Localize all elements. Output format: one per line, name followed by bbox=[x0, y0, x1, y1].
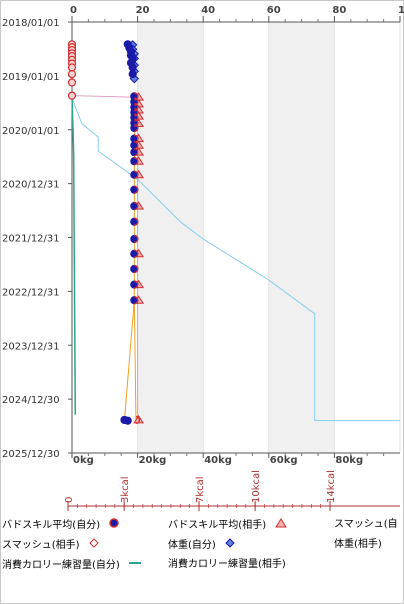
circle-red-icon bbox=[109, 518, 120, 533]
skill-self-point bbox=[134, 201, 139, 211]
skill-self-point bbox=[67, 78, 77, 87]
diamond-blue-icon bbox=[225, 538, 235, 553]
calorie-tick-label: 10kcal bbox=[251, 470, 262, 503]
y-tick-label: 2024/12/30 bbox=[2, 395, 60, 406]
skill-self-point bbox=[67, 91, 77, 100]
legend-label: 消費カロリー練習量(自分) bbox=[2, 559, 120, 571]
series-marks bbox=[67, 40, 145, 425]
skill-self-point bbox=[134, 249, 139, 258]
top-tick-label: 60 bbox=[267, 5, 281, 16]
y-tick-label: 2022/12/31 bbox=[2, 287, 60, 298]
skill-self-point bbox=[134, 148, 139, 157]
legend-item-calorie-opp: 消費カロリー練習量(相手) bbox=[168, 558, 286, 572]
legend-label: スマッシュ(相手) bbox=[2, 539, 80, 551]
bottom-tick-label: 80kg bbox=[335, 455, 363, 466]
calorie-axis: 0 3kcal 7kcal 10kcal 14kcal bbox=[64, 470, 400, 511]
legend-label: スマッシュ(自 bbox=[334, 519, 398, 530]
triangle-red-icon bbox=[275, 518, 288, 533]
diamond-open-red-icon bbox=[88, 538, 99, 553]
bottom-tick-label: 40kg bbox=[204, 455, 232, 466]
skill-opp-point bbox=[123, 416, 132, 425]
y-tick-label: 2023/12/31 bbox=[2, 341, 60, 352]
y-tick-label: 2019/01/01 bbox=[2, 72, 60, 83]
skill-self-point bbox=[135, 415, 141, 425]
skill-self-point bbox=[134, 97, 139, 106]
skill-opp-point bbox=[128, 70, 137, 79]
bottom-tick-label: 20kg bbox=[139, 455, 167, 466]
skill-self-point bbox=[134, 92, 139, 101]
skill-self-point bbox=[134, 123, 139, 133]
transition-line bbox=[71, 95, 135, 98]
bottom-tick-label: 0kg bbox=[73, 455, 94, 466]
y-tick-label: 2025/12/30 bbox=[2, 449, 60, 460]
y-tick-label: 2021/12/31 bbox=[2, 234, 60, 245]
legend-item-calorie-self: 消費カロリー練習量(自分) bbox=[2, 558, 141, 572]
skill-self-point bbox=[134, 217, 139, 226]
skill-self-point bbox=[67, 70, 77, 79]
legend-label: 体重(自分) bbox=[168, 539, 216, 551]
top-tick-label: 80 bbox=[332, 5, 346, 16]
legend-item-skill-opp: バドスキル平均(相手) bbox=[168, 518, 288, 533]
top-tick-label: 20 bbox=[136, 5, 150, 16]
skill-self-point bbox=[134, 234, 139, 244]
series-lines bbox=[71, 95, 400, 422]
calorie-tick-label: 3kcal bbox=[120, 476, 131, 503]
top-tick-label: 10 bbox=[398, 5, 404, 16]
skill-self-point bbox=[134, 185, 139, 194]
legend-item-weight-self: 体重(自分) bbox=[168, 538, 235, 552]
legend-item-weight-opp: 体重(相手) bbox=[334, 538, 382, 552]
grid bbox=[71, 22, 401, 453]
skill-self-point bbox=[134, 280, 139, 289]
skill-self-point bbox=[134, 170, 139, 179]
skill-self-point bbox=[134, 118, 139, 127]
legend-item-smash-self: スマッシュ(自 bbox=[334, 518, 398, 532]
axes bbox=[68, 16, 401, 458]
skill-self-point bbox=[67, 63, 77, 72]
legend-label: バドスキル平均(相手) bbox=[168, 519, 267, 531]
shaded-band bbox=[268, 22, 335, 453]
calorie-line bbox=[71, 95, 400, 422]
shaded-band bbox=[137, 22, 204, 453]
y-tick-label: 2018/01/01 bbox=[2, 18, 60, 29]
skill-self-point bbox=[134, 296, 139, 305]
y-tick-label: 2020/01/01 bbox=[2, 126, 60, 137]
transition-line-end bbox=[123, 300, 135, 420]
skill-opp-point bbox=[128, 63, 137, 72]
skill-self-point bbox=[134, 103, 139, 112]
skill-self-point bbox=[134, 113, 139, 122]
skill-self-point bbox=[134, 157, 139, 166]
calorie-tick-label: 7kcal bbox=[195, 476, 206, 503]
skill-self-point bbox=[134, 108, 139, 117]
legend-item-skill-self: バドスキル平均(自分) bbox=[2, 518, 120, 533]
top-tick-label: 0 bbox=[70, 5, 77, 16]
top-tick-label: 40 bbox=[201, 5, 215, 16]
skill-self-point bbox=[134, 264, 139, 274]
legend-label: 体重(相手) bbox=[334, 539, 382, 550]
legend-label: 消費カロリー練習量(相手) bbox=[168, 559, 286, 570]
calorie-tick-label: 14kcal bbox=[326, 470, 337, 503]
tick-labels: 0 20 40 60 80 10 0kg 20kg 40kg 60kg 80kg 2018/01/01… bbox=[2, 5, 404, 466]
bottom-tick-label: 60kg bbox=[270, 455, 298, 466]
y-tick-label: 2020/12/31 bbox=[2, 180, 60, 191]
line-green-icon bbox=[129, 558, 141, 573]
calorie-line bbox=[71, 95, 77, 415]
legend-label: バドスキル平均(自分) bbox=[2, 519, 101, 531]
calorie-tick-label: 0 bbox=[64, 497, 75, 503]
shaded-bands bbox=[137, 22, 335, 453]
legend-item-smash-opp: スマッシュ(相手) bbox=[2, 538, 99, 552]
